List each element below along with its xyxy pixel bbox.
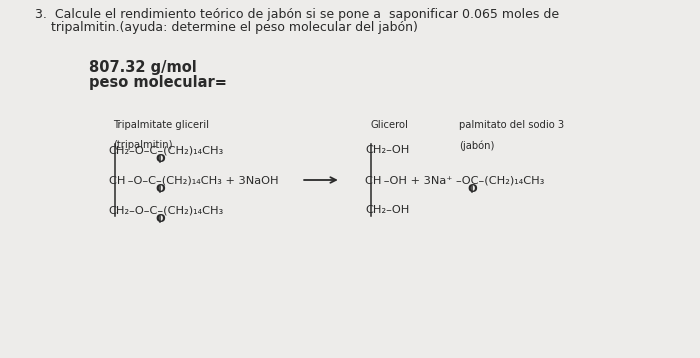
Text: O: O — [155, 214, 165, 224]
Text: (jabón): (jabón) — [459, 140, 495, 150]
Text: Glicerol: Glicerol — [370, 120, 408, 130]
Text: 807.32 g/mol: 807.32 g/mol — [89, 60, 197, 75]
Text: tripalmitin.(ayuda: determine el peso molecular del jabón): tripalmitin.(ayuda: determine el peso mo… — [34, 21, 417, 34]
Text: palmitato del sodio 3: palmitato del sodio 3 — [459, 120, 564, 130]
Text: CH –O–C–(CH₂)₁₄CH₃ + 3NaOH: CH –O–C–(CH₂)₁₄CH₃ + 3NaOH — [108, 175, 279, 185]
Text: CH₂–OH: CH₂–OH — [365, 145, 410, 155]
Text: 3.  Calcule el rendimiento teórico de jabón si se pone a  saponificar 0.065 mole: 3. Calcule el rendimiento teórico de jab… — [34, 8, 559, 21]
Text: (tripalmitin): (tripalmitin) — [113, 140, 173, 150]
Text: O: O — [467, 184, 477, 194]
Text: CH₂–OH: CH₂–OH — [365, 205, 410, 215]
Text: O: O — [155, 184, 165, 194]
Text: Tripalmitate gliceril: Tripalmitate gliceril — [113, 120, 209, 130]
Text: CH₂–O–C–(CH₂)₁₄CH₃: CH₂–O–C–(CH₂)₁₄CH₃ — [108, 145, 224, 155]
Text: CH₂–O–C–(CH₂)₁₄CH₃: CH₂–O–C–(CH₂)₁₄CH₃ — [108, 205, 224, 215]
Text: peso molecular=: peso molecular= — [89, 75, 227, 90]
Text: CH –OH + 3Na⁺ –OC–(CH₂)₁₄CH₃: CH –OH + 3Na⁺ –OC–(CH₂)₁₄CH₃ — [365, 175, 545, 185]
Text: O: O — [155, 154, 165, 164]
